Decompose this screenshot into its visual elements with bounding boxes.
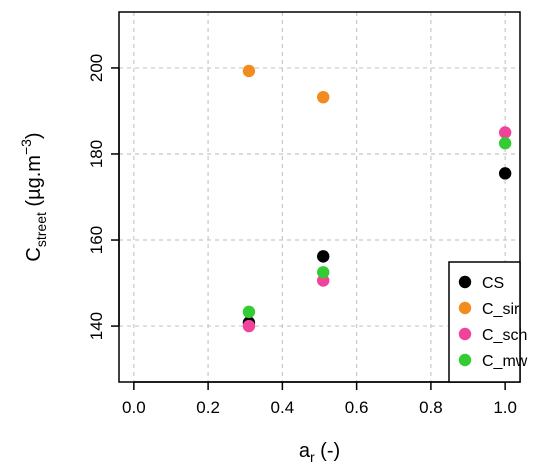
legend: CS C_sir C_sch C_mw (448, 261, 528, 383)
x-axis-title-main: a (299, 440, 311, 462)
point-0-1 (317, 250, 330, 263)
y-axis-title-sub: street (33, 212, 49, 247)
x-tick-label-3: 0.6 (345, 398, 369, 417)
y-axis: 140 160 180 200 (87, 54, 120, 340)
grid (119, 12, 520, 382)
y-tick-label-2: 180 (87, 140, 106, 168)
y-axis-title-rest: (µg.m (23, 155, 45, 212)
x-tick-label-4: 0.8 (419, 398, 443, 417)
x-axis-title: ar (-) (299, 440, 340, 465)
point-0-2 (498, 167, 512, 180)
point-1-0 (242, 64, 256, 78)
y-tick-label-3: 200 (87, 54, 106, 82)
x-tick-label-0: 0.0 (122, 398, 146, 417)
legend-marker-1 (458, 301, 472, 315)
x-tick-label-5: 1.0 (493, 398, 517, 417)
legend-marker-0 (458, 275, 472, 289)
point-1-1 (317, 90, 330, 104)
legend-label-2: C_sch (482, 327, 527, 344)
y-axis-title: Cstreet (µg.m−3) (18, 132, 49, 261)
point-2-2 (498, 126, 512, 139)
data-points (242, 64, 512, 333)
y-axis-title-close: ) (23, 132, 45, 139)
x-axis: 0.0 0.2 0.4 0.6 0.8 1.0 (122, 381, 517, 417)
legend-marker-3 (458, 353, 472, 367)
legend-label-0: CS (482, 275, 504, 292)
x-axis-title-rest: (-) (315, 440, 341, 462)
y-tick-label-0: 140 (87, 312, 106, 340)
legend-marker-2 (458, 327, 472, 341)
point-2-0 (242, 319, 256, 333)
y-axis-title-sup: −3 (18, 139, 34, 155)
x-tick-label-2: 0.4 (271, 398, 295, 417)
y-tick-label-1: 160 (87, 226, 106, 254)
legend-label-1: C_sir (482, 301, 520, 318)
point-3-0 (242, 305, 256, 319)
point-3-2 (498, 137, 512, 150)
point-3-1 (317, 266, 330, 279)
y-axis-title-main: C (23, 247, 45, 261)
x-axis-title-sub: r (310, 449, 315, 465)
x-tick-label-1: 0.2 (196, 398, 220, 417)
legend-label-3: C_mw (482, 353, 528, 370)
